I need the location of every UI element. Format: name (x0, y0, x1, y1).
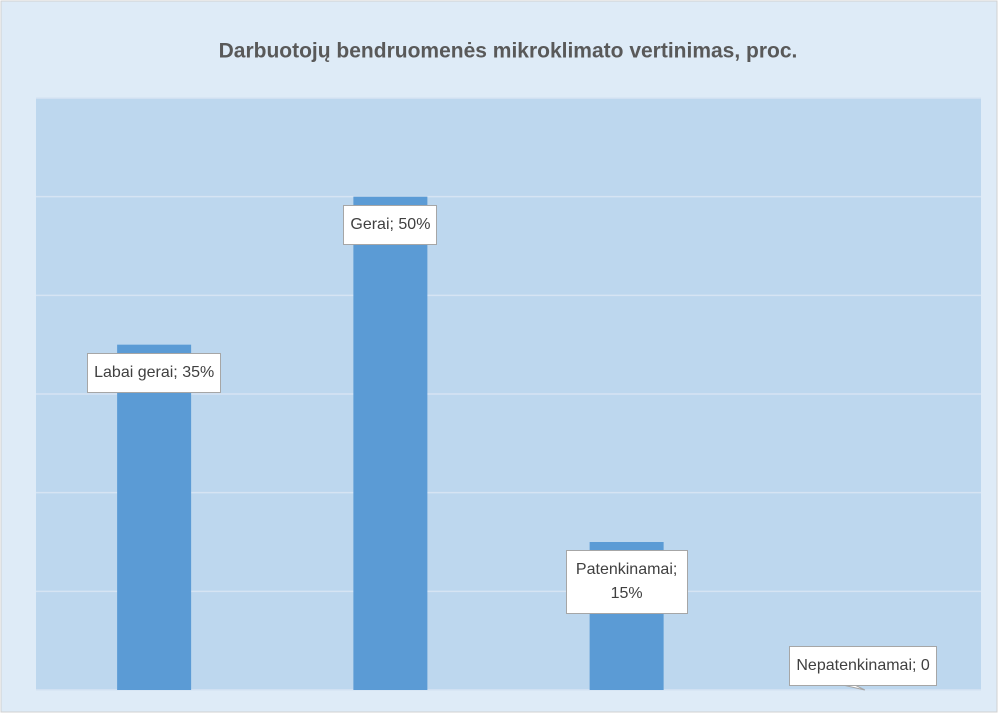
data-label: Gerai; 50% (343, 204, 438, 245)
chart-title: Darbuotojų bendruomenės mikroklimato ver… (219, 40, 798, 63)
bar (117, 344, 192, 690)
data-label: Labai gerai; 35% (87, 352, 222, 393)
data-label: Nepatenkinamai; 0 (789, 646, 937, 686)
data-label: Patenkinamai; 15% (565, 550, 688, 614)
bar (353, 196, 428, 690)
